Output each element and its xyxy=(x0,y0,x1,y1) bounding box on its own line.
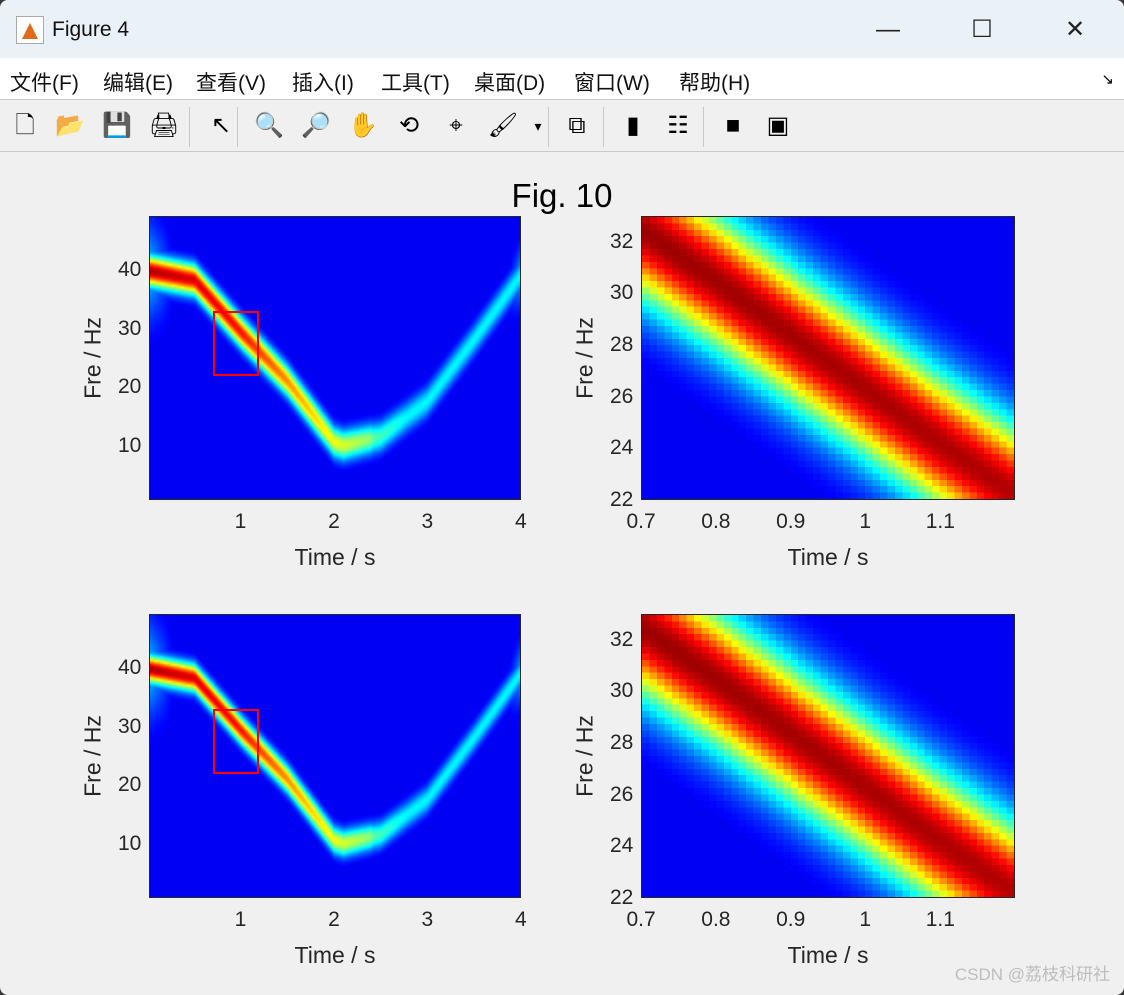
y-tick-label: 28 xyxy=(610,333,634,357)
menu-desktop[interactable]: 桌面(D) xyxy=(474,72,546,95)
y-tick-label: 20 xyxy=(118,375,142,399)
zoom-region-rectangle xyxy=(212,709,260,774)
menu-file[interactable]: 文件(F) xyxy=(10,72,79,95)
hide-plot-tools-icon[interactable]: ■ xyxy=(725,112,741,139)
maximize-button[interactable]: ☐ xyxy=(971,16,993,43)
window-title: Figure 4 xyxy=(52,18,130,41)
x-tick-label: 0.7 xyxy=(626,908,656,931)
pointer-icon[interactable]: ↖ xyxy=(210,112,232,139)
y-tick-label: 30 xyxy=(118,316,142,340)
y-tick-label: 28 xyxy=(610,731,634,755)
axes-2[interactable] xyxy=(641,216,1015,500)
y-axis-label: Fre / Hz xyxy=(571,715,598,797)
toolbar-separator xyxy=(703,107,704,147)
spectrogram-heatmap xyxy=(150,217,520,499)
y-tick-label: 32 xyxy=(610,627,634,651)
y-tick-label: 30 xyxy=(118,714,142,738)
x-tick-label: 1 xyxy=(234,908,247,931)
zoom-region-rectangle xyxy=(212,311,260,376)
x-tick-label: 4 xyxy=(515,908,527,931)
x-tick-label: 1 xyxy=(859,510,872,533)
x-tick-label: 3 xyxy=(421,510,434,533)
y-tick-label: 26 xyxy=(610,782,634,806)
x-axis-label: Time / s xyxy=(787,942,869,968)
x-tick-label: 2 xyxy=(328,908,340,931)
y-tick-label: 22 xyxy=(610,488,634,511)
y-tick-label: 30 xyxy=(610,281,634,305)
watermark: CSDN @荔枝科研社 xyxy=(954,965,1110,984)
menu-insert[interactable]: 插入(I) xyxy=(292,72,354,95)
y-axis-label: Fre / Hz xyxy=(79,715,106,797)
toolbar-separator xyxy=(548,107,549,147)
toolbar: 🗋 📂 💾 🖨 ↖ 🔍 🔎 ✋ ⟲ ⌖ 🖌 ▾ ⧉ ▮ ☷ ■ ▣ xyxy=(0,101,1124,152)
y-tick-label: 20 xyxy=(118,773,142,797)
y-tick-label: 40 xyxy=(118,655,142,679)
zoom-in-icon[interactable]: 🔍 xyxy=(254,112,284,139)
dropdown-arrow-icon[interactable]: ▾ xyxy=(534,118,542,134)
x-tick-label: 1 xyxy=(234,510,247,533)
menu-tools[interactable]: 工具(T) xyxy=(381,72,450,95)
toolbar-separator xyxy=(603,107,604,147)
menu-edit[interactable]: 编辑(E) xyxy=(103,72,173,95)
minimize-button[interactable]: — xyxy=(876,16,900,43)
colorbar-icon[interactable]: ▮ xyxy=(626,112,640,139)
y-tick-label: 24 xyxy=(610,436,634,460)
zoom-out-icon[interactable]: 🔎 xyxy=(301,112,331,139)
spectrogram-heatmap xyxy=(642,615,1014,897)
menu-window[interactable]: 窗口(W) xyxy=(574,72,650,95)
y-tick-label: 24 xyxy=(610,834,634,858)
new-figure-icon[interactable]: 🗋 xyxy=(15,112,35,139)
x-tick-label: 3 xyxy=(421,908,434,931)
data-cursor-icon[interactable]: ⌖ xyxy=(449,112,463,139)
x-tick-label: 1 xyxy=(859,908,872,931)
x-axis-label: Time / s xyxy=(294,942,376,968)
close-button[interactable]: ✕ xyxy=(1064,16,1086,43)
figure-title: Fig. 10 xyxy=(511,177,613,214)
x-tick-label: 4 xyxy=(515,510,527,533)
x-tick-label: 0.8 xyxy=(701,510,731,533)
y-tick-label: 22 xyxy=(610,886,634,909)
x-tick-label: 1.1 xyxy=(925,510,955,533)
open-icon[interactable]: 📂 xyxy=(55,112,85,139)
rotate-3d-icon[interactable]: ⟲ xyxy=(398,112,420,139)
save-icon[interactable]: 💾 xyxy=(102,112,132,139)
y-tick-label: 10 xyxy=(118,832,142,856)
x-tick-label: 2 xyxy=(328,510,340,533)
y-tick-label: 26 xyxy=(610,384,634,408)
y-axis-label: Fre / Hz xyxy=(571,317,598,399)
y-tick-label: 30 xyxy=(610,679,634,703)
x-axis-label: Time / s xyxy=(787,544,869,570)
title-bar: Figure 4 — ☐ ✕ xyxy=(0,0,1124,58)
matlab-logo-icon xyxy=(16,16,44,44)
menu-help[interactable]: 帮助(H) xyxy=(679,72,751,95)
axes-4[interactable] xyxy=(641,614,1015,898)
show-plot-tools-icon[interactable]: ▣ xyxy=(766,112,790,139)
brush-icon[interactable]: 🖌 xyxy=(487,112,519,139)
axes-1[interactable] xyxy=(149,216,521,500)
print-icon[interactable]: 🖨 xyxy=(148,112,180,139)
x-tick-label: 0.9 xyxy=(776,908,806,931)
toolbar-separator xyxy=(189,107,190,147)
axes-3[interactable] xyxy=(149,614,521,898)
y-tick-label: 10 xyxy=(118,434,142,458)
x-tick-label: 1.1 xyxy=(925,908,955,931)
link-plot-icon[interactable]: ⧉ xyxy=(568,112,586,139)
spectrogram-heatmap xyxy=(642,217,1014,499)
toolbar-separator xyxy=(237,107,238,147)
x-tick-label: 0.9 xyxy=(776,510,806,533)
dock-arrow-icon[interactable]: ↘ xyxy=(1101,71,1114,88)
x-tick-label: 0.8 xyxy=(701,908,731,931)
y-tick-label: 40 xyxy=(118,257,142,281)
spectrogram-heatmap xyxy=(150,615,520,897)
menu-bar: 文件(F) 编辑(E) 查看(V) 插入(I) 工具(T) 桌面(D) 窗口(W… xyxy=(0,58,1124,100)
legend-icon[interactable]: ☷ xyxy=(667,112,689,139)
y-tick-label: 32 xyxy=(610,229,634,253)
pan-icon[interactable]: ✋ xyxy=(348,112,378,139)
menu-view[interactable]: 查看(V) xyxy=(196,72,266,95)
x-tick-label: 0.7 xyxy=(626,510,656,533)
y-axis-label: Fre / Hz xyxy=(79,317,106,399)
x-axis-label: Time / s xyxy=(294,544,376,570)
